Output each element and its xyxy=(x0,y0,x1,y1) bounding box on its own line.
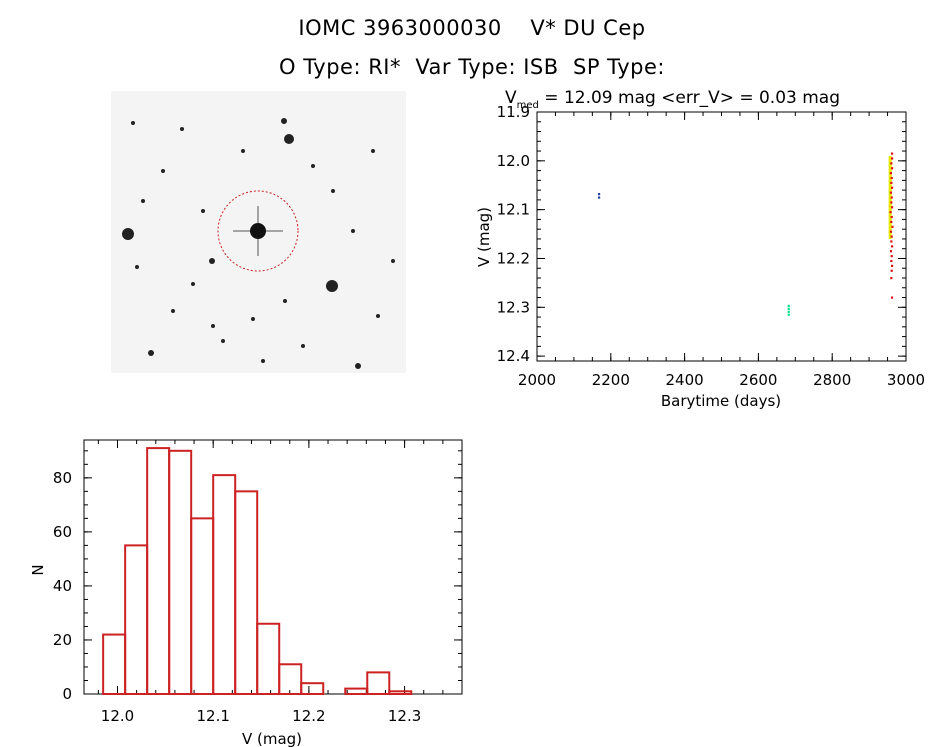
star xyxy=(283,299,287,303)
data-point xyxy=(890,215,893,219)
data-point xyxy=(890,269,893,272)
y-tick-label: 12.0 xyxy=(497,152,530,170)
data-point xyxy=(890,162,893,165)
data-point xyxy=(891,225,894,228)
star xyxy=(355,363,361,369)
star xyxy=(241,149,245,153)
data-point xyxy=(890,264,894,267)
finder-stars xyxy=(122,118,395,369)
light-curve-title: Vmed = 12.09 mag <err_V> = 0.03 mag xyxy=(505,88,840,111)
x-tick-label: 3000 xyxy=(887,371,925,389)
star xyxy=(131,121,135,125)
light-curve-title-rest: = 12.09 mag <err_V> = 0.03 mag xyxy=(539,88,840,108)
x-tick-label: 2400 xyxy=(666,371,704,389)
star xyxy=(148,350,154,356)
data-point xyxy=(890,245,894,248)
light-curve-points xyxy=(597,152,894,316)
y-tick-label: 11.9 xyxy=(497,103,530,121)
data-point xyxy=(890,176,893,180)
star xyxy=(251,317,255,321)
data-point xyxy=(890,206,894,209)
x-tick-label: 2000 xyxy=(518,371,556,389)
star xyxy=(281,118,287,124)
light-curve-title-subscript: med xyxy=(517,100,539,111)
x-tick-label: 2600 xyxy=(739,371,777,389)
data-point xyxy=(597,193,601,196)
data-point xyxy=(889,191,893,194)
star xyxy=(211,324,215,328)
data-point xyxy=(787,304,790,308)
star xyxy=(141,199,145,203)
data-point xyxy=(889,211,892,214)
star xyxy=(209,258,215,264)
plot-title: IOMC 3963000030 V* DU Cep xyxy=(298,16,646,40)
star xyxy=(391,259,395,263)
data-point xyxy=(890,296,894,299)
y-tick-label: 12.4 xyxy=(497,347,530,365)
star xyxy=(221,339,225,343)
star xyxy=(180,127,184,131)
finder-chart-image xyxy=(111,91,406,373)
star xyxy=(326,280,338,292)
star xyxy=(284,134,294,144)
star xyxy=(161,169,165,173)
object-type-line: O Type: RI* Var Type: ISB SP Type: xyxy=(279,55,665,79)
y-tick-label: 12.3 xyxy=(497,298,530,316)
light-curve-ticks: 2000 2200 2400 2600 2800 3000 11.9 12.0 12.1 12.2… xyxy=(497,103,926,389)
data-point xyxy=(890,259,893,263)
data-point xyxy=(890,196,893,199)
data-point xyxy=(787,307,790,310)
data-point xyxy=(890,235,893,238)
data-point xyxy=(890,240,893,243)
data-point xyxy=(787,313,790,316)
data-point xyxy=(890,277,893,280)
data-point xyxy=(890,255,893,258)
data-point xyxy=(890,181,893,184)
light-curve-xlabel: Barytime (days) xyxy=(661,392,781,410)
data-point xyxy=(890,220,893,224)
data-point xyxy=(889,230,893,233)
data-point xyxy=(597,196,601,199)
star xyxy=(376,314,380,318)
x-tick-label: 2200 xyxy=(592,371,630,389)
data-band xyxy=(888,155,892,239)
data-point xyxy=(890,201,893,204)
data-point xyxy=(890,167,894,170)
star xyxy=(135,265,139,269)
y-tick-label: 12.2 xyxy=(497,249,530,267)
target-circle xyxy=(217,190,299,272)
data-point xyxy=(890,186,894,189)
star xyxy=(311,164,315,168)
target-star xyxy=(233,206,283,256)
star xyxy=(191,282,195,286)
star xyxy=(122,228,134,240)
data-point xyxy=(890,152,894,155)
data-point xyxy=(889,250,893,253)
light-curve-frame xyxy=(536,111,907,362)
light-curve-ylabel: V (mag) xyxy=(475,207,493,267)
star xyxy=(301,344,305,348)
data-point xyxy=(787,310,790,313)
y-tick-label: 12.1 xyxy=(497,201,530,219)
x-tick-label: 2800 xyxy=(813,371,851,389)
star xyxy=(371,149,375,153)
light-curve-title-v: V xyxy=(505,88,517,108)
star xyxy=(201,209,205,213)
star xyxy=(331,189,335,193)
data-point xyxy=(890,157,894,160)
star xyxy=(351,229,355,233)
star xyxy=(171,309,175,313)
data-point xyxy=(889,172,893,175)
star xyxy=(261,359,265,363)
